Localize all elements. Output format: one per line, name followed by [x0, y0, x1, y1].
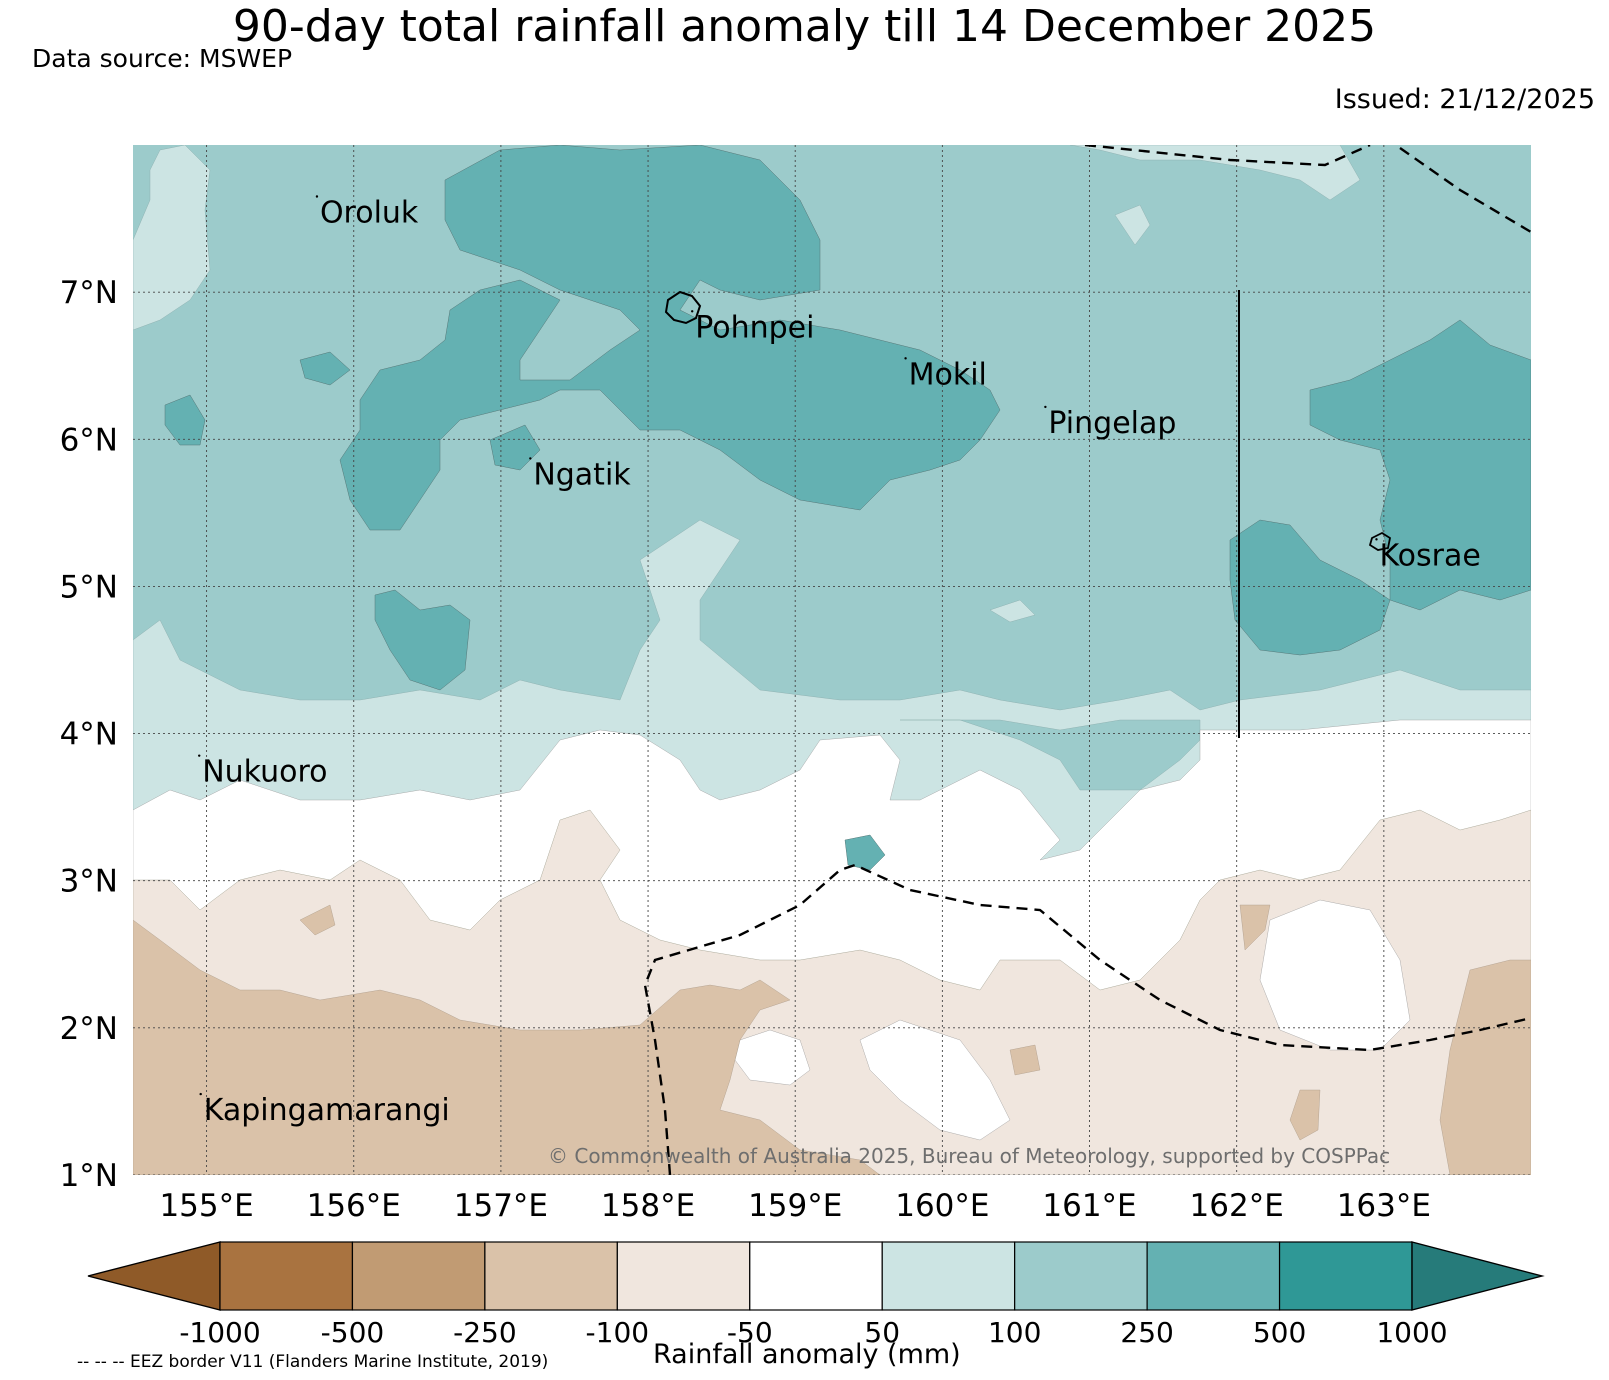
fill-near-normal-pocket [859, 1019, 1011, 1141]
place-label: Kosrae [1379, 538, 1480, 573]
fill-250-500-spot [164, 394, 206, 446]
lon-tick-label: 159°E [748, 1188, 842, 1224]
copyright-notice: © Commonwealth of Australia 2025, Bureau… [548, 1144, 1390, 1168]
place-marker [691, 310, 694, 313]
graticule [133, 145, 1531, 1175]
colorbar-segment [1014, 1241, 1148, 1311]
data-source: Data source: MSWEP [32, 44, 293, 73]
place-label: Pohnpei [695, 310, 814, 345]
eez-border [643, 145, 1531, 1175]
place-label: Nukuoro [202, 755, 327, 790]
fill-minus250-minus100 [133, 919, 881, 1175]
colorbar-extend-low [87, 1241, 221, 1311]
longitude-tick-labels: 155°E 156°E 157°E 158°E 159°E 160°E 161°E 162°E… [159, 1188, 1431, 1224]
kosrae-island-outline [1368, 531, 1392, 551]
lon-tick-label: 163°E [1337, 1188, 1431, 1224]
place-marker [1044, 405, 1047, 409]
fill-minus250-minus100 [1439, 959, 1531, 1175]
fill-250-500-spot [844, 834, 886, 871]
colorbar-segment [749, 1241, 883, 1311]
lat-tick-label: 6°N [60, 422, 118, 458]
colorbar-segment [881, 1241, 1016, 1311]
colorbar-segment [484, 1241, 618, 1311]
colorbar-tick-label: -500 [321, 1316, 385, 1349]
map-title: 90-day total rainfall anomaly till 14 De… [232, 1, 1377, 52]
lat-tick-label: 2°N [60, 1011, 118, 1047]
lat-tick-label: 3°N [60, 864, 118, 900]
fill-minus250-minus100 [299, 904, 336, 936]
lon-tick-label: 162°E [1190, 1188, 1284, 1224]
lat-tick-label: 5°N [60, 569, 118, 605]
place-marker [529, 457, 532, 460]
fill-minus250-minus100 [1289, 1089, 1321, 1141]
pohnpei-island-outline [664, 290, 702, 325]
lat-tick-label: 7°N [60, 275, 118, 311]
colorbar-segment [1278, 1241, 1413, 1311]
latitude-tick-labels: 7°N 6°N 5°N 4°N 3°N 2°N 1°N [60, 275, 118, 1194]
place-label: Oroluk [320, 196, 419, 231]
place-label: Pingelap [1048, 406, 1176, 441]
colorbar-extend-high [1411, 1241, 1545, 1311]
fill-250-500-main [339, 145, 1001, 531]
place-marker [1375, 538, 1378, 541]
colorbar-tick-label: -1000 [179, 1316, 260, 1349]
colorbar-segment [616, 1241, 751, 1311]
lat-tick-label: 4°N [60, 717, 118, 753]
place-label: Mokil [909, 357, 987, 392]
fill-minus250-minus100 [1239, 904, 1271, 951]
place-marker [904, 357, 907, 360]
lon-tick-label: 161°E [1042, 1188, 1136, 1224]
fill-250-500-spot [489, 424, 541, 471]
colorbar-title: Rainfall anomaly (mm) [653, 1339, 961, 1370]
place-label: Ngatik [533, 457, 631, 492]
fill-250-500-spot [299, 351, 351, 386]
lon-tick-label: 156°E [307, 1188, 401, 1224]
place-labels: Oroluk Pohnpei Mokil Pingelap Ngatik Kosrae Nu… [198, 195, 1481, 1128]
fill-250-500-kosrae [1229, 519, 1391, 656]
colorbar-tick-label: 100 [988, 1316, 1041, 1349]
colorbar-tick-label: 1000 [1376, 1316, 1447, 1349]
lon-tick-label: 160°E [895, 1188, 989, 1224]
place-marker [199, 1092, 202, 1096]
fill-250-500-east [1309, 319, 1531, 611]
fill-250-500-spot [374, 589, 471, 691]
lon-tick-label: 158°E [601, 1188, 695, 1224]
colorbar-tick-label: -100 [586, 1316, 650, 1349]
fill-100-250-lobe [900, 719, 1201, 791]
lon-tick-label: 157°E [454, 1188, 548, 1224]
anomaly-fill-layer [133, 145, 1531, 1175]
fill-near-normal-pocket [734, 1029, 811, 1086]
place-marker [315, 195, 319, 198]
colorbar-segment [1146, 1241, 1281, 1311]
fill-near-normal-pocket [1259, 899, 1411, 1051]
fill-50-100-pocket [1069, 145, 1361, 201]
colorbar-tick-label: 50 [864, 1316, 900, 1349]
colorbar-tick-label: -250 [453, 1316, 517, 1349]
lon-tick-label: 155°E [159, 1188, 253, 1224]
colorbar-segment [219, 1241, 354, 1311]
colorbar: -1000 -500 -250 -100 -50 50 100 250 500 1000 [87, 1241, 1545, 1349]
place-marker [198, 754, 201, 757]
colorbar-tick-label: 500 [1253, 1316, 1306, 1349]
issued-date: Issued: 21/12/2025 [1334, 84, 1595, 115]
colorbar-segment [351, 1241, 486, 1311]
fill-minus250-minus100 [1009, 1044, 1041, 1076]
place-label: Kapingamarangi [204, 1093, 450, 1128]
lat-tick-label: 1°N [60, 1158, 118, 1194]
eez-note: -- -- -- EEZ border V11 (Flanders Marine… [77, 1352, 549, 1372]
fill-50-100-pocket [989, 599, 1036, 623]
colorbar-tick-label: 250 [1120, 1316, 1173, 1349]
fill-50-100-pocket [133, 145, 211, 331]
colorbar-tick-label: -50 [727, 1316, 773, 1349]
fill-50-100-pocket [1114, 204, 1151, 246]
